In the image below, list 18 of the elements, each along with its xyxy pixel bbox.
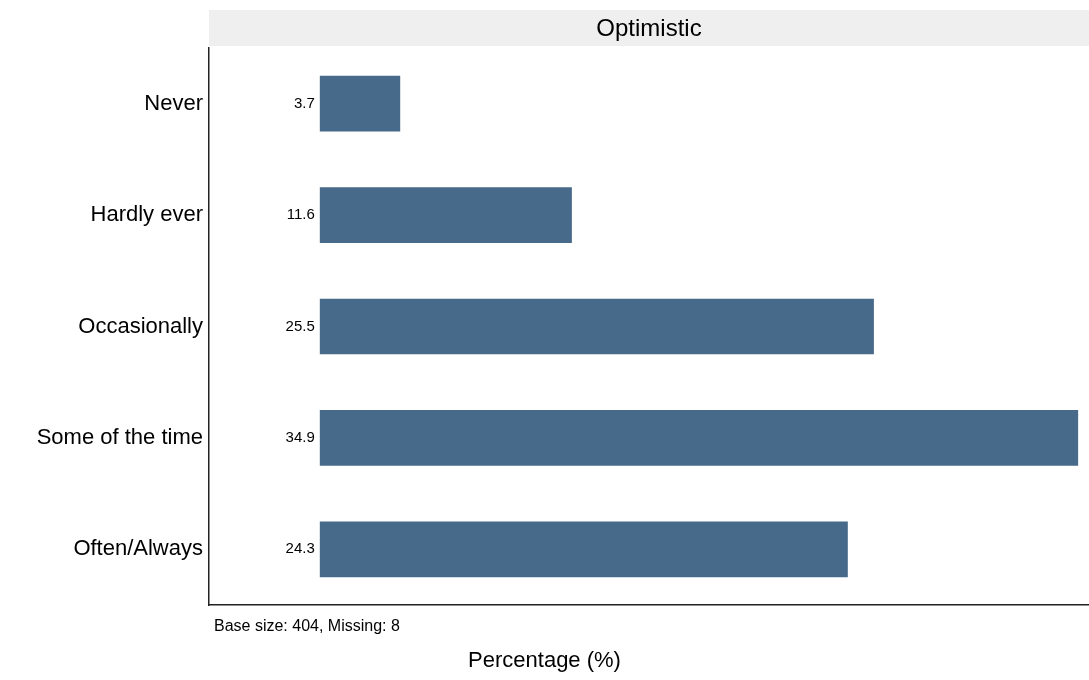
y-tick-label: Some of the time: [36, 423, 203, 449]
y-tick-label: Hardly ever: [90, 201, 203, 227]
data-label: 24.3: [285, 539, 315, 557]
text: Base size: 404, Missing: 8: [214, 617, 400, 635]
y-tick-label: Often/Always: [73, 535, 203, 561]
data-label: 3.7: [293, 93, 315, 111]
bar: [319, 187, 572, 243]
data-label: 25.5: [285, 316, 315, 334]
bar: [319, 410, 1079, 466]
bar: [319, 521, 848, 578]
data-label: 11.6: [286, 205, 315, 223]
y-tick-label: Never: [144, 89, 203, 115]
bar: [319, 298, 874, 355]
chart-title: Optimistic: [596, 13, 702, 41]
x-axis-title: Percentage (%): [468, 647, 621, 673]
bar: [319, 75, 401, 132]
data-label: 34.9: [285, 428, 315, 446]
y-tick-label: Occasionally: [78, 312, 203, 338]
